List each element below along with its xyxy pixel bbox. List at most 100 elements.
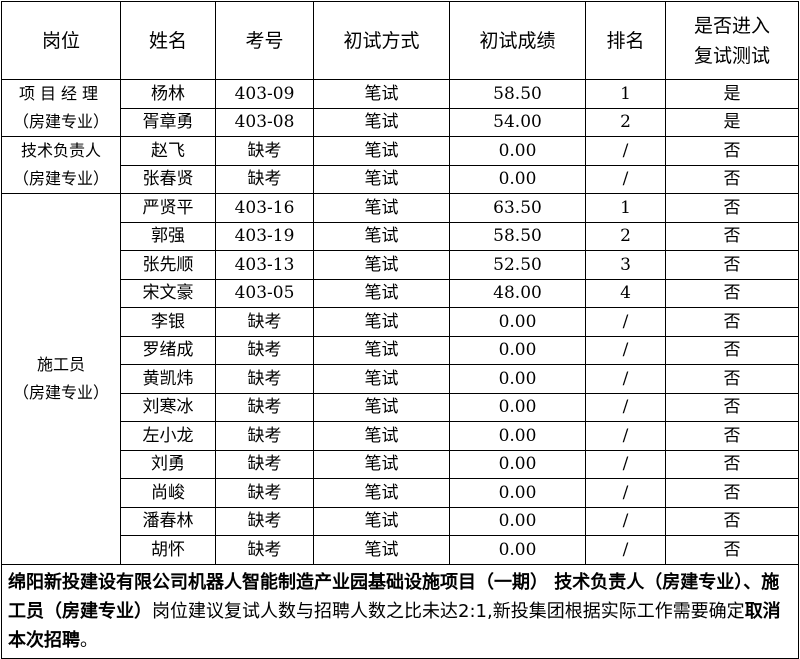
advance-cell: 否: [665, 506, 799, 536]
score-cell: 0.00: [449, 506, 586, 536]
score-cell: 52.50: [449, 250, 586, 280]
exam-number-cell: 403-13: [215, 250, 314, 280]
advance-cell: 否: [665, 193, 799, 223]
advance-cell: 否: [665, 136, 799, 166]
header-row: 岗位 姓名 考号 初试方式 初试成绩 排名 是否进入复试测试: [1, 1, 799, 80]
name-cell: 黄凯炜: [120, 364, 216, 394]
footer-end: 。: [80, 629, 98, 651]
rank-cell: /: [585, 421, 666, 451]
exam-method-cell: 笔试: [313, 364, 450, 394]
rank-cell: 3: [585, 250, 666, 280]
rank-cell: 2: [585, 107, 666, 137]
advance-cell: 否: [665, 535, 799, 565]
score-cell: 0.00: [449, 421, 586, 451]
header-name: 姓名: [120, 1, 216, 80]
rank-cell: /: [585, 535, 666, 565]
score-cell: 0.00: [449, 307, 586, 337]
exam-method-cell: 笔试: [313, 278, 450, 308]
position-cell: 施工员 （房建专业）: [1, 193, 121, 565]
rank-cell: /: [585, 392, 666, 422]
exam-method-cell: 笔试: [313, 449, 450, 479]
table-row: 李银 缺考 笔试 0.00/否: [2, 307, 799, 337]
name-cell: 张春贤: [120, 164, 216, 194]
rank-cell: /: [585, 364, 666, 394]
header-exam-method: 初试方式: [313, 1, 450, 80]
rank-cell: 4: [585, 278, 666, 308]
score-cell: 0.00: [449, 364, 586, 394]
advance-cell: 否: [665, 392, 799, 422]
advance-cell: 否: [665, 449, 799, 479]
exam-number-cell: 缺考: [215, 364, 314, 394]
score-cell: 63.50: [449, 193, 586, 223]
position-cell: 项目经理 （房建专业）: [1, 79, 121, 137]
header-exam-number: 考号: [215, 1, 314, 80]
table-row: 罗绪成 缺考 笔试 0.00/否: [2, 335, 799, 365]
position-sub: （房建专业）: [12, 382, 109, 402]
score-cell: 0.00: [449, 164, 586, 194]
exam-number-cell: 缺考: [215, 421, 314, 451]
exam-method-cell: 笔试: [313, 164, 450, 194]
exam-number-cell: 缺考: [215, 164, 314, 194]
name-cell: 张先顺: [120, 250, 216, 280]
table-row: 刘寒冰 缺考 笔试 0.00/否: [2, 392, 799, 422]
footer-bold-1: 绵阳新投建设有限公司机器人智能制造产业园基础设施项目（一期） 技术负责人（房建专…: [8, 571, 780, 622]
exam-method-cell: 笔试: [313, 79, 450, 109]
exam-method-cell: 笔试: [313, 478, 450, 508]
table-row: 郭强 403-19 笔试 58.50 2 否: [2, 221, 799, 251]
score-cell: 0.00: [449, 449, 586, 479]
table-row: 宋文豪 403-05 笔试 48.00 4 否: [2, 278, 799, 308]
exam-method-cell: 笔试: [313, 193, 450, 223]
score-cell: 0.00: [449, 478, 586, 508]
table-row: 胡怀 缺考 笔试 0.00/否: [2, 535, 799, 565]
advance-cell: 否: [665, 335, 799, 365]
advance-cell: 否: [665, 278, 799, 308]
exam-number-cell: 缺考: [215, 136, 314, 166]
score-cell: 0.00: [449, 392, 586, 422]
header-position: 岗位: [1, 1, 121, 80]
score-cell: 54.00: [449, 107, 586, 137]
name-cell: 刘勇: [120, 449, 216, 479]
name-cell: 郭强: [120, 221, 216, 251]
score-cell: 0.00: [449, 535, 586, 565]
footer-note: 绵阳新投建设有限公司机器人智能制造产业园基础设施项目（一期） 技术负责人（房建专…: [1, 563, 799, 659]
advance-cell: 否: [665, 250, 799, 280]
rank-cell: /: [585, 478, 666, 508]
position-sub: （房建专业）: [12, 112, 109, 131]
advance-cell: 否: [665, 221, 799, 251]
exam-method-cell: 笔试: [313, 506, 450, 536]
advance-cell: 否: [665, 364, 799, 394]
position-title: 施工员: [36, 354, 85, 374]
exam-number-cell: 403-08: [215, 107, 314, 137]
rank-cell: 1: [585, 193, 666, 223]
exam-method-cell: 笔试: [313, 335, 450, 365]
rank-cell: 1: [585, 79, 666, 109]
exam-number-cell: 缺考: [215, 535, 314, 565]
rank-cell: /: [585, 307, 666, 337]
exam-method-cell: 笔试: [313, 250, 450, 280]
table-row: 施工员 （房建专业） 严贤平 403-16 笔试 63.50 1 否: [1, 193, 799, 565]
position-sub: （房建专业）: [12, 169, 109, 188]
table-row: 技术负责人 （房建专业） 赵飞 缺考 笔试 0.00/否: [1, 136, 799, 194]
rank-cell: /: [585, 449, 666, 479]
exam-number-cell: 缺考: [215, 506, 314, 536]
score-cell: 58.50: [449, 221, 586, 251]
score-cell: 58.50: [449, 79, 586, 109]
name-cell: 刘寒冰: [120, 392, 216, 422]
exam-method-cell: 笔试: [313, 392, 450, 422]
table-row: 刘勇 缺考 笔试 0.00/否: [2, 449, 799, 479]
advance-cell: 否: [665, 307, 799, 337]
name-cell: 严贤平: [120, 193, 216, 223]
advance-cell: 是: [665, 79, 799, 109]
table-row: 潘春林 缺考 笔试 0.00/否: [2, 506, 799, 536]
score-cell: 48.00: [449, 278, 586, 308]
score-cell: 0.00: [449, 335, 586, 365]
exam-number-cell: 缺考: [215, 478, 314, 508]
exam-number-cell: 缺考: [215, 449, 314, 479]
table-row: 张先顺 403-13 笔试 52.50 3 否: [2, 250, 799, 280]
advance-cell: 否: [665, 164, 799, 194]
header-score: 初试成绩: [449, 1, 586, 80]
position-title: 技术负责人: [20, 141, 101, 160]
name-cell: 罗绪成: [120, 335, 216, 365]
exam-number-cell: 403-19: [215, 221, 314, 251]
